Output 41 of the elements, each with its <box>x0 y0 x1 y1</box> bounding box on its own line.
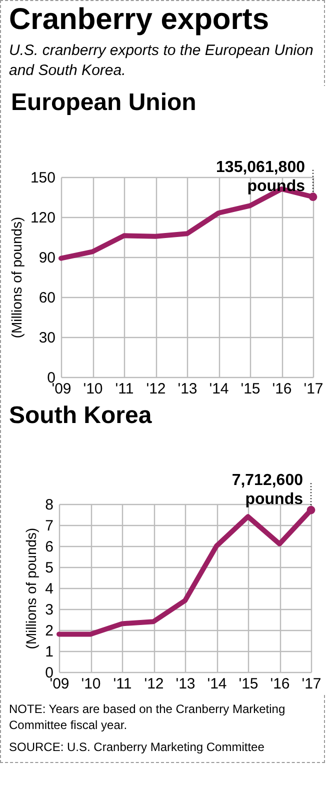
x-tick-label: '17 <box>304 380 324 398</box>
annotation: 7,712,600 pounds <box>232 472 304 508</box>
x-tick-label: '12 <box>144 676 164 692</box>
y-tick-label: 4 <box>45 580 54 598</box>
y-tick-label: 2 <box>45 622 54 640</box>
y-tick-label: 0 <box>45 664 54 682</box>
source-note: SOURCE: U.S. Cranberry Marketing Committee <box>9 739 266 756</box>
x-tick-label: '14 <box>209 380 229 398</box>
y-tick-label: 8 <box>45 496 54 514</box>
x-tick-label: '14 <box>207 676 227 692</box>
annotation: 135,061,800 pounds <box>216 158 306 195</box>
y-tick-label: 1 <box>45 644 54 660</box>
x-tick-label: '15 <box>238 676 258 692</box>
y-tick-label: 7 <box>45 518 54 534</box>
y-tick-label: 3 <box>45 602 54 618</box>
y-tick-label: 6 <box>45 538 54 556</box>
y-axis-title: (Millions of pounds) <box>23 528 40 650</box>
y-tick-label: 120 <box>30 210 56 226</box>
y-tick-label: 150 <box>30 170 56 186</box>
x-tick-label: '16 <box>272 380 292 398</box>
x-tick-label: '17 <box>302 676 322 692</box>
y-tick-label: 30 <box>38 330 56 346</box>
y-tick-label: 90 <box>38 250 56 266</box>
x-tick-label: '11 <box>113 676 132 692</box>
x-tick-label: '12 <box>146 380 166 398</box>
x-tick-label: '11 <box>115 380 134 398</box>
y-tick-label: 0 <box>47 370 56 386</box>
x-tick-label: '13 <box>176 676 196 692</box>
chart-title: European Union <box>11 88 196 116</box>
y-tick-label: 60 <box>38 290 56 306</box>
x-tick-label: '16 <box>270 676 290 692</box>
x-tick-label: '10 <box>83 380 103 398</box>
y-tick-label: 5 <box>45 560 54 576</box>
x-tick-label: '10 <box>81 676 101 692</box>
x-tick-label: '13 <box>178 380 198 398</box>
y-axis-title: (Millions of pounds) <box>8 216 24 338</box>
chart-title: South Korea <box>9 402 152 430</box>
text: Cranberry exports <box>9 3 270 37</box>
x-tick-label: '15 <box>240 380 260 398</box>
text: NOTE: Years are based on the Cranberry Marketing Committee fiscal year. <box>9 701 286 734</box>
text: U.S. cranberry exports to the European Union and South Korea. <box>9 41 314 80</box>
